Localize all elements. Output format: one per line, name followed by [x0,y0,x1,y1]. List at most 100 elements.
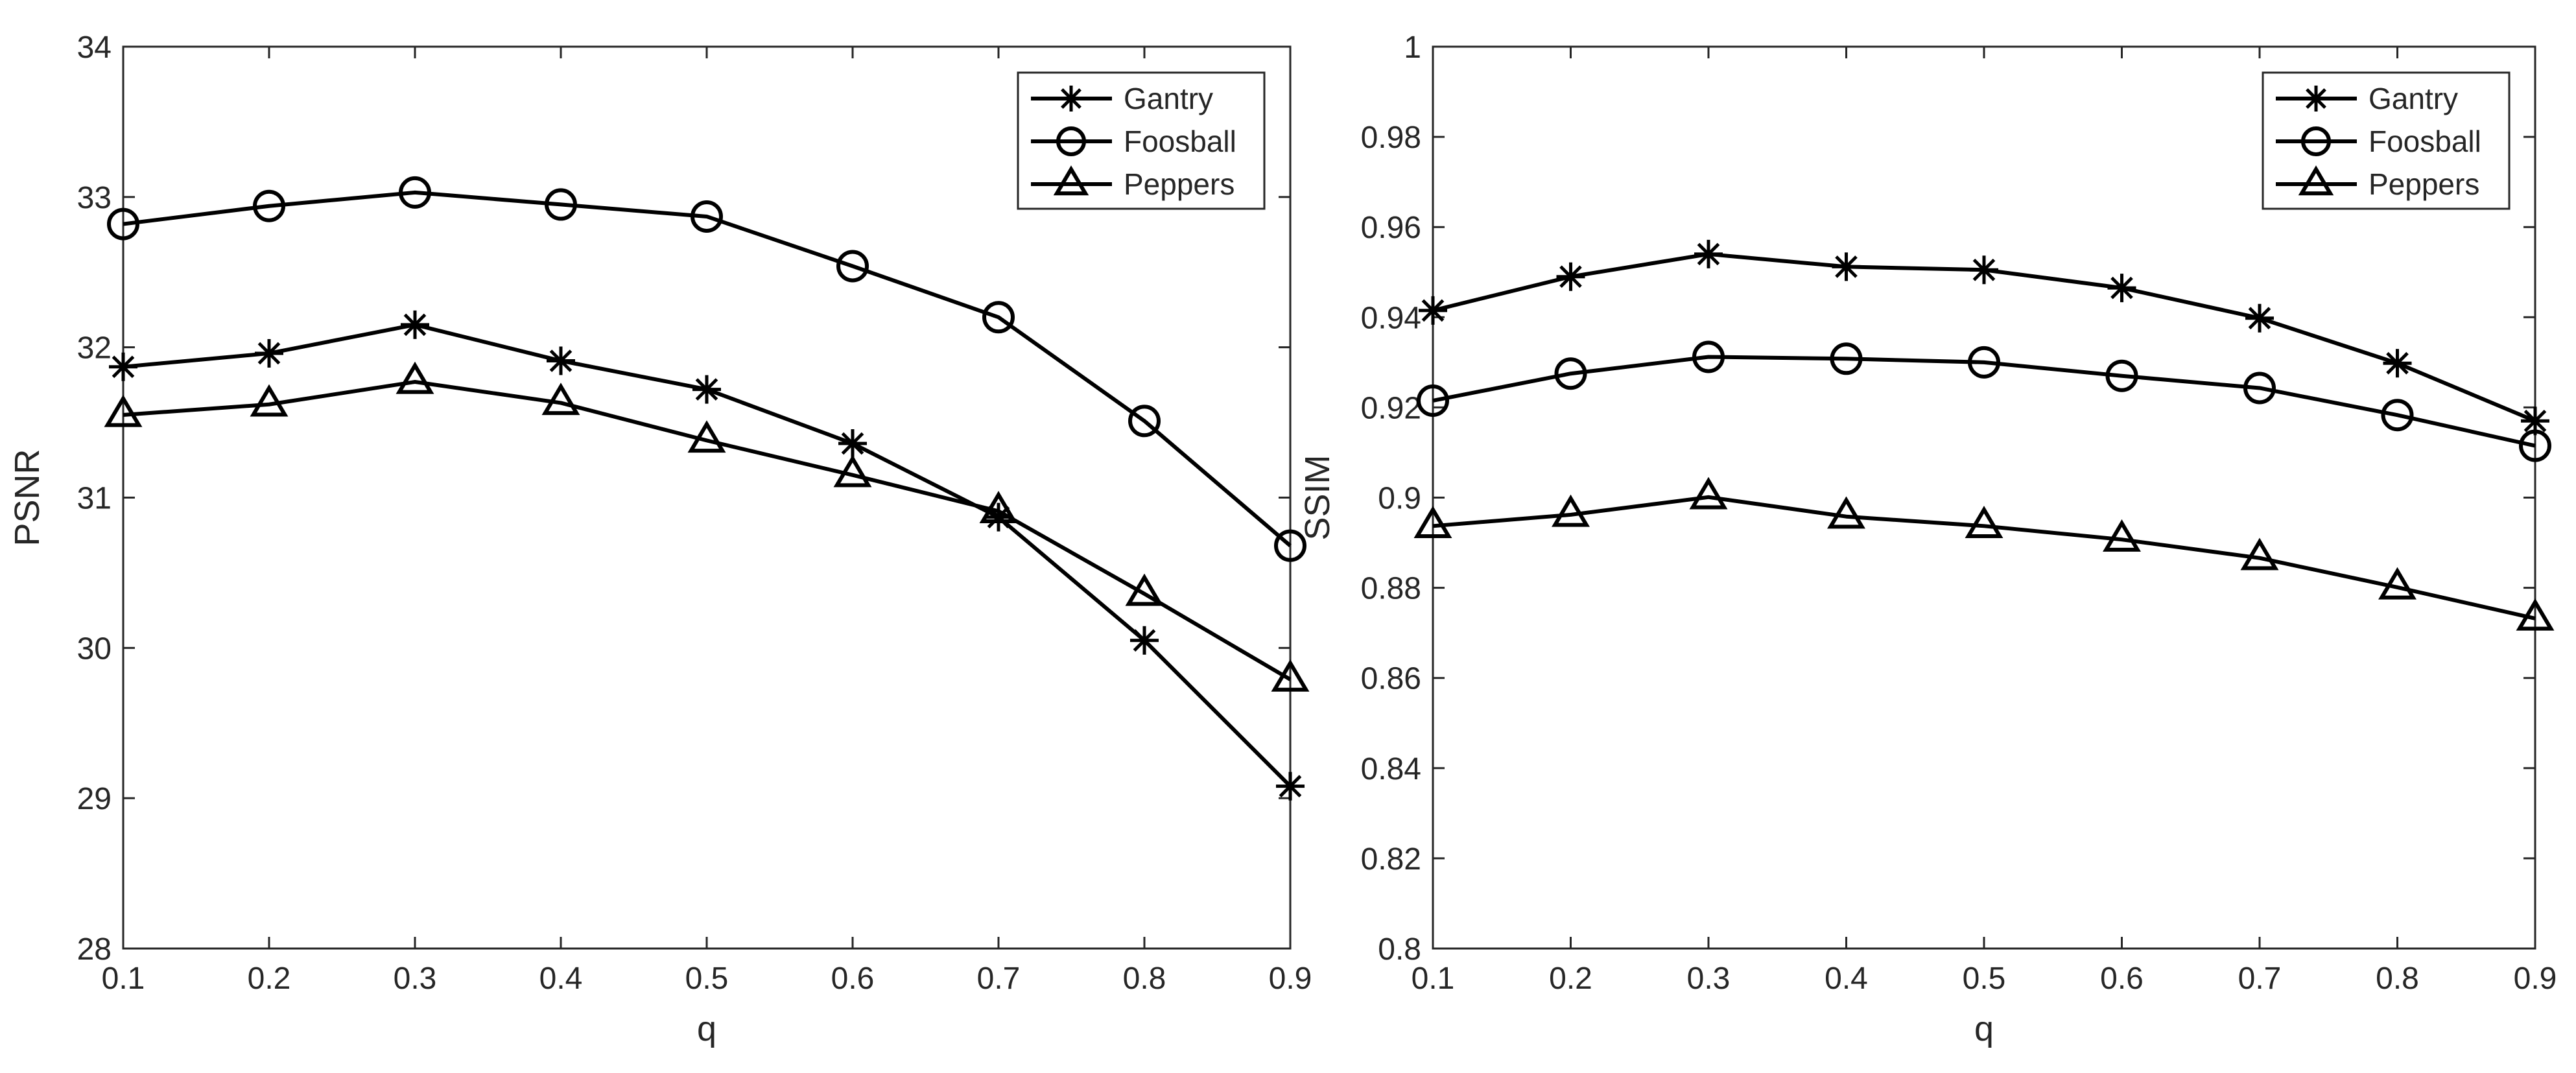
x-tick-label: 0.1 [102,961,145,996]
x-axis-label: q [697,1009,716,1048]
series-line-peppers [123,379,1292,681]
y-tick-label: 0.94 [1361,301,1421,335]
y-tick-label: 0.8 [1378,932,1421,967]
x-tick-label: 0.2 [1549,961,1592,996]
legend-marker-gantry [1058,86,1084,112]
y-tick-label: 0.92 [1361,391,1421,425]
legend-label: Foosball [1124,124,1236,158]
data-point-peppers [1689,477,1728,510]
series-peppers [1413,477,2555,631]
data-point-gantry-stroke [1835,255,1858,278]
legend-marker-foosball [2301,126,2331,156]
series-foosball [1417,340,2551,462]
x-tick-label: 0.8 [2376,961,2419,996]
series-line-peppers [1432,495,2536,620]
data-point-foosball [107,207,139,241]
x-tick-label: 0.7 [2238,961,2282,996]
legend-label: Peppers [1124,167,1235,201]
y-tick-label: 0.84 [1361,752,1421,786]
data-point-peppers [396,361,434,394]
series-line-foosball [123,190,1292,547]
data-point-gantry [838,429,867,458]
data-point-gantry-stroke [987,506,1010,528]
data-point-foosball [253,189,285,222]
legend-marker-peppers [1053,165,1089,196]
data-point-foosball [2105,359,2138,392]
legend-marker-gantry [2303,86,2329,112]
y-tick-label: 0.9 [1378,482,1421,516]
data-point-gantry [255,338,283,368]
x-tick-label: 0.8 [1123,961,1166,996]
data-point-gantry [401,310,429,339]
legend: Gantry Foosball Peppers [1017,71,1266,210]
data-point-gantry [109,352,137,381]
y-tick-label: 0.96 [1361,211,1421,245]
data-point-foosball [2381,399,2414,432]
data-point-foosball [399,176,431,209]
data-point-peppers [104,394,143,427]
y-tick-label: 0.98 [1361,121,1421,155]
data-point-gantry-stroke [2523,409,2547,432]
data-point-gantry-stroke [549,349,573,372]
data-point-foosball [1274,529,1306,562]
data-point-gantry-stroke [1421,299,1445,322]
data-point-peppers [833,454,872,488]
legend-marker-gantry-stroke [2306,88,2326,109]
data-point-peppers [250,384,289,417]
y-axis-label: SSIM [1298,454,1337,540]
x-tick-label: 0.6 [2100,961,2144,996]
data-point-gantry-stroke [2386,351,2409,375]
data-point-peppers [2103,519,2141,552]
y-tick-label: 0.88 [1361,572,1421,606]
series-foosball [107,176,1306,562]
data-point-peppers [2378,567,2416,600]
chart-panel-ssim: 0.1 0.2 0.3 0.4 0.5 0.6 0.7 0.8 0.9 0.8 0.82 0.84 0.… [1298,30,2557,1048]
data-point-gantry-stroke [403,313,427,336]
data-point-gantry-stroke [2248,307,2271,330]
data-point-gantry [1694,239,1723,268]
chart-panel-psnr: 0.1 0.2 0.3 0.4 0.5 0.6 0.7 0.8 0.9 28 29 30 31 32 33 3… [8,30,1312,1048]
data-point-peppers [1552,494,1590,527]
legend-label: Peppers [2369,167,2479,201]
y-tick-label: 33 [77,181,112,215]
data-point-gantry-stroke [1972,258,1996,281]
data-point-gantry [692,375,721,404]
data-point-gantry [1970,255,1998,285]
data-point-foosball [691,200,723,233]
data-point-gantry-stroke [1559,265,1582,289]
x-axis-label: q [1974,1009,1994,1048]
data-point-gantry [1832,252,1861,281]
x-tick-label: 0.3 [1687,961,1731,996]
data-point-peppers [2240,537,2279,571]
y-tick-label: 30 [77,631,112,666]
y-tick-label: 34 [77,30,112,65]
series-gantry [1419,239,2549,436]
data-point-foosball [1128,405,1161,438]
data-point-peppers [1965,506,2003,539]
data-point-gantry [1419,296,1447,325]
data-point-foosball [1830,342,1863,375]
x-tick-label: 0.3 [394,961,437,996]
series-line-foosball [1432,355,2536,448]
y-tick-label: 0.86 [1361,662,1421,696]
legend-marker-foosball [1056,126,1086,156]
y-tick-label: 29 [77,782,112,816]
data-point-gantry [1130,626,1159,655]
x-tick-label: 0.5 [685,961,729,996]
y-axis-label: PSNR [8,449,47,546]
data-point-gantry [2245,303,2274,333]
series-peppers [104,361,1310,692]
data-point-foosball [545,188,577,221]
data-point-foosball [982,301,1015,334]
x-tick-label: 0.9 [2514,961,2557,996]
data-point-gantry [2107,274,2136,303]
data-point-gantry [1556,262,1585,291]
legend-label: Gantry [1124,82,1213,115]
data-point-gantry-stroke [695,378,718,401]
data-point-gantry-stroke [1697,242,1720,266]
data-point-peppers [1827,496,1865,529]
x-tick-label: 0.4 [1825,961,1868,996]
data-point-gantry [1276,772,1305,801]
y-tick-label: 28 [77,932,112,967]
legend-label: Gantry [2369,82,2458,115]
